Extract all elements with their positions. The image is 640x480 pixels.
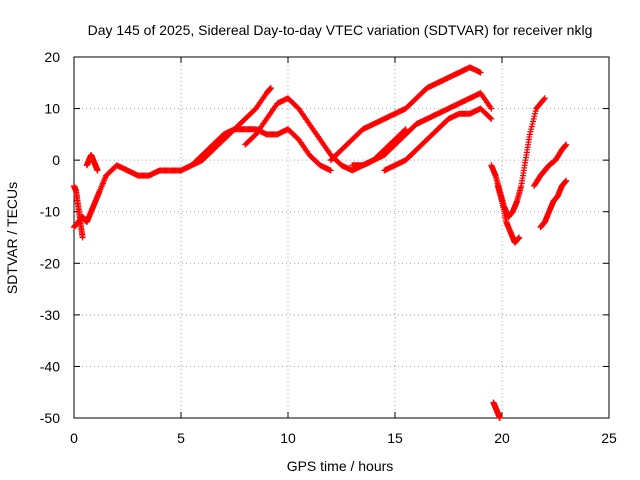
data-point-marker bbox=[267, 84, 274, 91]
x-tick-label: 25 bbox=[601, 430, 617, 446]
data-series-track-4 bbox=[327, 64, 484, 164]
data-series-track-11 bbox=[531, 141, 570, 189]
y-tick-label: -20 bbox=[40, 255, 60, 271]
chart-title: Day 145 of 2025, Sidereal Day-to-day VTE… bbox=[88, 22, 593, 38]
data-point-marker bbox=[487, 114, 494, 121]
x-tick-label: 15 bbox=[387, 430, 403, 446]
x-tick-label: 5 bbox=[177, 430, 185, 446]
data-series-track-5 bbox=[349, 90, 495, 169]
y-tick-label: -40 bbox=[40, 358, 60, 374]
data-point-marker bbox=[563, 177, 570, 184]
data-point-marker bbox=[402, 126, 409, 133]
x-tick-label: 10 bbox=[280, 430, 296, 446]
y-tick-label: -50 bbox=[40, 410, 60, 426]
data-point-marker bbox=[540, 96, 547, 103]
data-point-marker bbox=[477, 69, 484, 76]
data-point-marker bbox=[401, 127, 408, 134]
data-series-track-2 bbox=[188, 126, 334, 174]
data-series-track-13 bbox=[490, 399, 503, 421]
y-tick-label: 0 bbox=[52, 152, 60, 168]
grid-layer bbox=[74, 57, 609, 418]
data-point-marker bbox=[327, 167, 334, 174]
data-series-track-12 bbox=[537, 177, 570, 231]
data-series-track-10 bbox=[494, 182, 523, 246]
data-series-track-8 bbox=[83, 151, 101, 174]
data-point-marker bbox=[563, 141, 570, 148]
y-tick-label: -30 bbox=[40, 307, 60, 323]
data-series-track-6 bbox=[381, 105, 495, 174]
y-tick-label: -10 bbox=[40, 204, 60, 220]
y-tick-label: 10 bbox=[44, 101, 60, 117]
data-point-marker bbox=[488, 105, 495, 112]
data-series-track-7 bbox=[71, 182, 86, 241]
data-point-marker bbox=[541, 95, 548, 102]
x-tick-label: 0 bbox=[70, 430, 78, 446]
x-axis-label: GPS time / hours bbox=[287, 458, 394, 474]
data-series-track-9 bbox=[488, 95, 548, 220]
data-series-track-1 bbox=[71, 84, 274, 231]
marker-layer bbox=[71, 64, 570, 421]
data-point-marker bbox=[516, 234, 523, 241]
data-point-marker bbox=[79, 234, 86, 241]
y-axis-label: SDTVAR / TECUs bbox=[4, 182, 20, 294]
y-tick-label: 20 bbox=[44, 49, 60, 65]
x-tick-label: 20 bbox=[494, 430, 510, 446]
tick-layer: 0 5 10 15 20 25 -50 -40 -30 -20 -10 0 10 20 bbox=[40, 49, 617, 446]
plot-frame bbox=[73, 56, 610, 419]
data-point-marker bbox=[94, 167, 101, 174]
data-point-marker bbox=[496, 415, 503, 421]
data-point-marker bbox=[488, 115, 495, 122]
